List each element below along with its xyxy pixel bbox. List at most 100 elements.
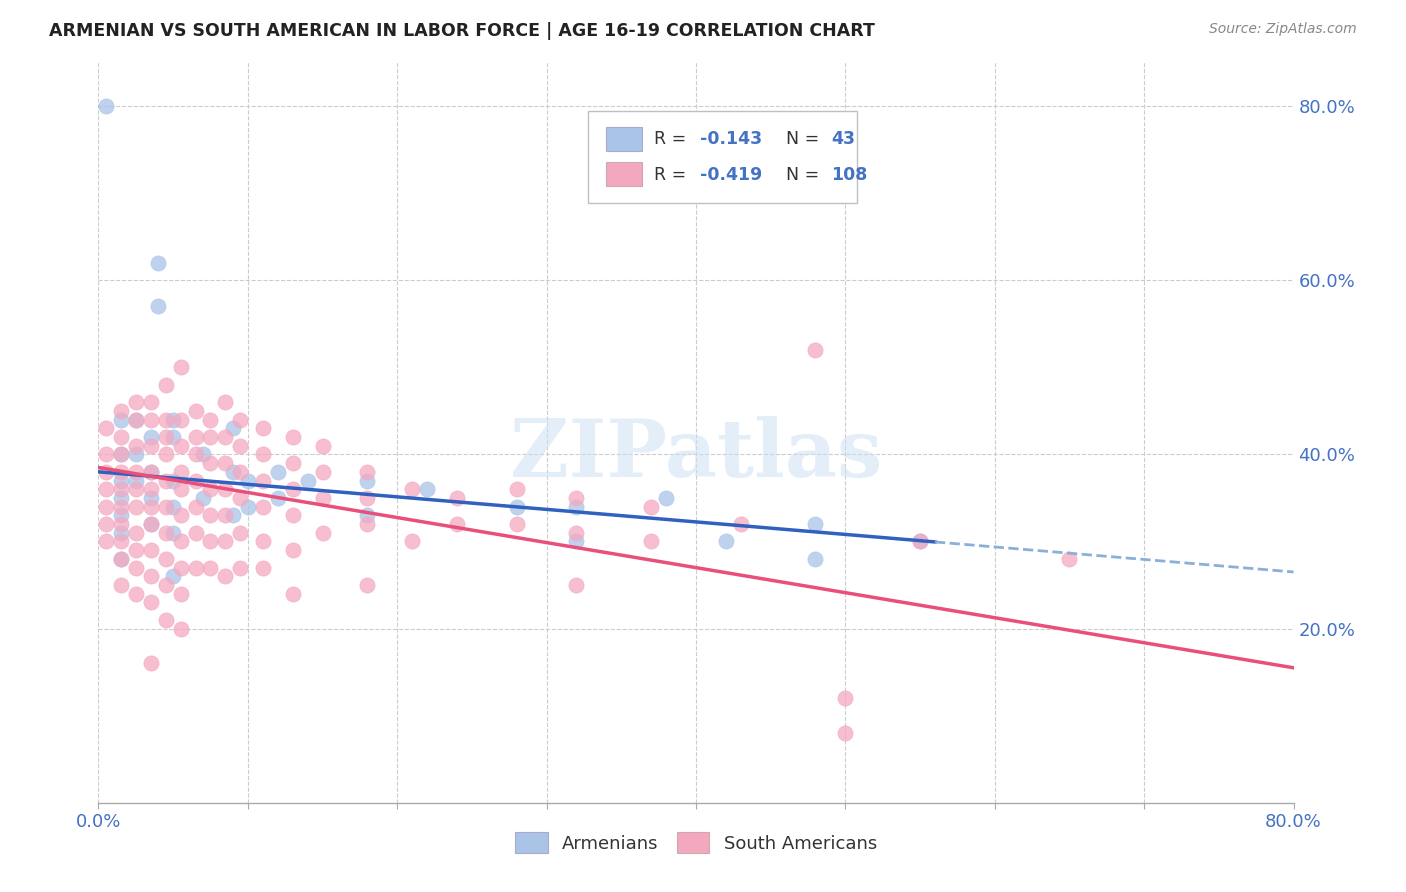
Point xyxy=(94,482,117,496)
Point xyxy=(281,587,304,601)
Point xyxy=(229,491,252,505)
Point xyxy=(730,517,752,532)
Point xyxy=(200,412,222,426)
Point xyxy=(184,430,207,444)
Point xyxy=(125,465,148,479)
Point xyxy=(110,578,132,592)
Point xyxy=(110,412,132,426)
Point xyxy=(214,430,236,444)
Point xyxy=(804,343,827,357)
Point xyxy=(110,552,132,566)
Point xyxy=(110,517,132,532)
Point xyxy=(252,534,274,549)
Point xyxy=(356,578,378,592)
Point xyxy=(229,525,252,540)
Point xyxy=(110,404,132,418)
Text: N =: N = xyxy=(786,166,824,184)
Point xyxy=(356,474,378,488)
Point xyxy=(125,543,148,558)
Point xyxy=(139,517,162,532)
Point xyxy=(446,491,468,505)
Point xyxy=(281,543,304,558)
Point xyxy=(184,500,207,514)
Point xyxy=(162,430,184,444)
Point xyxy=(506,500,529,514)
Point xyxy=(229,560,252,574)
Point xyxy=(148,256,170,270)
Point xyxy=(155,525,177,540)
Point xyxy=(184,560,207,574)
Point xyxy=(311,439,333,453)
Point xyxy=(169,622,191,636)
Point xyxy=(356,491,378,505)
Point xyxy=(908,534,931,549)
Point xyxy=(565,500,588,514)
Point xyxy=(125,525,148,540)
Point xyxy=(446,517,468,532)
Point xyxy=(169,534,191,549)
Point xyxy=(200,456,222,470)
Point xyxy=(139,657,162,671)
Point xyxy=(311,525,333,540)
Point xyxy=(804,552,827,566)
Point xyxy=(281,482,304,496)
Point xyxy=(155,613,177,627)
Point xyxy=(169,560,191,574)
Text: Source: ZipAtlas.com: Source: ZipAtlas.com xyxy=(1209,22,1357,37)
Point xyxy=(162,474,184,488)
Point xyxy=(169,412,191,426)
Point xyxy=(94,517,117,532)
Point xyxy=(640,500,662,514)
Point xyxy=(125,560,148,574)
Point xyxy=(184,404,207,418)
Point xyxy=(565,534,588,549)
Point xyxy=(222,421,245,435)
Point xyxy=(281,456,304,470)
Point xyxy=(110,482,132,496)
Point xyxy=(139,595,162,609)
Text: R =: R = xyxy=(654,129,692,148)
Point xyxy=(252,474,274,488)
Point xyxy=(356,465,378,479)
Point xyxy=(1059,552,1081,566)
Point xyxy=(356,508,378,523)
Point xyxy=(236,500,259,514)
Point xyxy=(139,482,162,496)
Text: 43: 43 xyxy=(831,129,855,148)
Point xyxy=(214,569,236,583)
Point xyxy=(184,474,207,488)
Point xyxy=(229,465,252,479)
Point xyxy=(162,525,184,540)
Point xyxy=(139,430,162,444)
Point xyxy=(565,525,588,540)
Point xyxy=(356,517,378,532)
Text: ARMENIAN VS SOUTH AMERICAN IN LABOR FORCE | AGE 16-19 CORRELATION CHART: ARMENIAN VS SOUTH AMERICAN IN LABOR FORC… xyxy=(49,22,875,40)
Point xyxy=(139,465,162,479)
Point xyxy=(169,587,191,601)
Text: -0.419: -0.419 xyxy=(700,166,762,184)
Point xyxy=(214,456,236,470)
Point xyxy=(110,525,132,540)
Point xyxy=(200,534,222,549)
Point xyxy=(139,412,162,426)
Point xyxy=(125,412,148,426)
Point xyxy=(804,517,827,532)
Point xyxy=(200,482,222,496)
Point xyxy=(125,587,148,601)
Point xyxy=(281,508,304,523)
Point xyxy=(125,447,148,461)
Text: -0.143: -0.143 xyxy=(700,129,762,148)
Point xyxy=(169,465,191,479)
Point xyxy=(169,482,191,496)
Point xyxy=(110,500,132,514)
Text: N =: N = xyxy=(786,129,824,148)
Point xyxy=(311,465,333,479)
Point xyxy=(110,447,132,461)
Point xyxy=(191,447,214,461)
Point xyxy=(565,578,588,592)
Point xyxy=(155,474,177,488)
Point xyxy=(222,465,245,479)
Point xyxy=(148,299,170,313)
Point xyxy=(267,491,290,505)
Point xyxy=(162,412,184,426)
